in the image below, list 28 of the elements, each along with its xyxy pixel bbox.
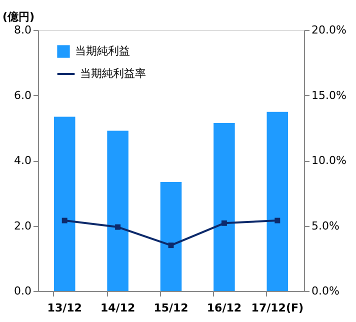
x-tick-label: 13/12 [47,302,82,314]
x-tick-label: 15/12 [154,302,188,314]
x-tick-label: 17/12(F) [251,302,304,314]
y2-tick-label: 15.0% [312,88,346,102]
bar [107,130,128,291]
legend-label: 当期純利益 [75,44,130,58]
bar [54,116,76,291]
bar [160,182,182,291]
y-tick-label: 2.0 [14,219,32,232]
point [115,224,121,230]
point [62,218,68,224]
bar [214,122,235,291]
x-tick-label: 16/12 [206,302,242,314]
x-tick-label: 14/12 [100,302,136,314]
y-tick-label: 0.0 [14,284,32,298]
y2-tick-label: 10.0% [312,154,346,167]
bar [266,112,288,291]
y2-tick-label: 0.0% [312,284,340,298]
point [168,242,174,248]
y-tick-label: 8.0 [14,24,32,36]
y2-tick-label: 20.0% [312,24,346,36]
y-tick-label: 6.0 [14,88,32,102]
y-tick-label: 4.0 [14,154,32,167]
legend-label: 当期純利益率 [80,67,146,80]
y2-tick-label: 5.0% [312,219,340,232]
point [274,218,280,224]
y-axis-title: (億円) [2,10,35,24]
point [221,220,227,226]
